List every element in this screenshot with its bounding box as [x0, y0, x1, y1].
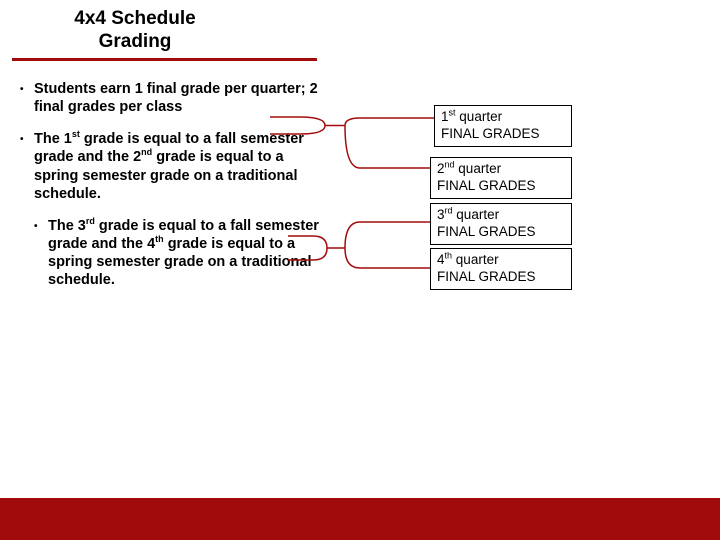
bullet-list: • Students earn 1 final grade per quarte…: [20, 80, 320, 303]
box-sub: FINAL GRADES: [441, 126, 540, 141]
bullet-icon: •: [20, 80, 34, 116]
title-line2: Grading: [99, 31, 172, 52]
ord-label: quarter: [456, 252, 499, 267]
quarter-box-4: 4th quarter FINAL GRADES: [430, 248, 572, 290]
page-title: 4x4 Schedule Grading: [40, 8, 230, 54]
ord-num: 4: [437, 252, 445, 267]
ord-sup: rd: [445, 206, 453, 216]
bullet-icon: •: [34, 217, 48, 290]
box-sub: FINAL GRADES: [437, 224, 536, 239]
ord-label: quarter: [459, 109, 502, 124]
quarter-box-3: 3rd quarter FINAL GRADES: [430, 203, 572, 245]
bullet-text-3: The 3rd grade is equal to a fall semeste…: [48, 217, 320, 290]
bullet-text-1: Students earn 1 final grade per quarter;…: [34, 80, 320, 116]
title-underline: [12, 58, 317, 61]
list-item: • Students earn 1 final grade per quarte…: [20, 80, 320, 116]
ord-sup: st: [449, 108, 456, 118]
bullet-icon: •: [20, 130, 34, 203]
ord-label: quarter: [456, 207, 499, 222]
ord-label: quarter: [458, 161, 501, 176]
ord-num: 2: [437, 161, 445, 176]
box-sub: FINAL GRADES: [437, 269, 536, 284]
ord-num: 3: [437, 207, 445, 222]
ord-sup: nd: [445, 160, 455, 170]
bullet-text-2: The 1st grade is equal to a fall semeste…: [34, 130, 320, 203]
list-item: • The 3rd grade is equal to a fall semes…: [20, 217, 320, 290]
ord-num: 1: [441, 109, 449, 124]
title-line1: 4x4 Schedule: [74, 8, 195, 29]
quarter-box-2: 2nd quarter FINAL GRADES: [430, 157, 572, 199]
footer-bar: [0, 498, 720, 540]
quarter-box-1: 1st quarter FINAL GRADES: [434, 105, 572, 147]
box-sub: FINAL GRADES: [437, 178, 536, 193]
ord-sup: th: [445, 251, 453, 261]
list-item: • The 1st grade is equal to a fall semes…: [20, 130, 320, 203]
